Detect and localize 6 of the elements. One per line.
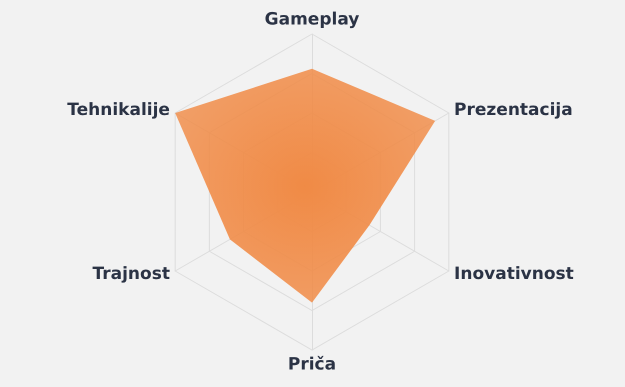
spoke-label: Inovativnost — [454, 264, 574, 284]
spoke-label: Trajnost — [92, 264, 170, 284]
spoke-label: Tehnikalije — [67, 100, 170, 120]
spoke-label: Prezentacija — [454, 100, 573, 120]
spoke-label: Priča — [288, 354, 336, 374]
spoke-label: Gameplay — [264, 10, 360, 30]
